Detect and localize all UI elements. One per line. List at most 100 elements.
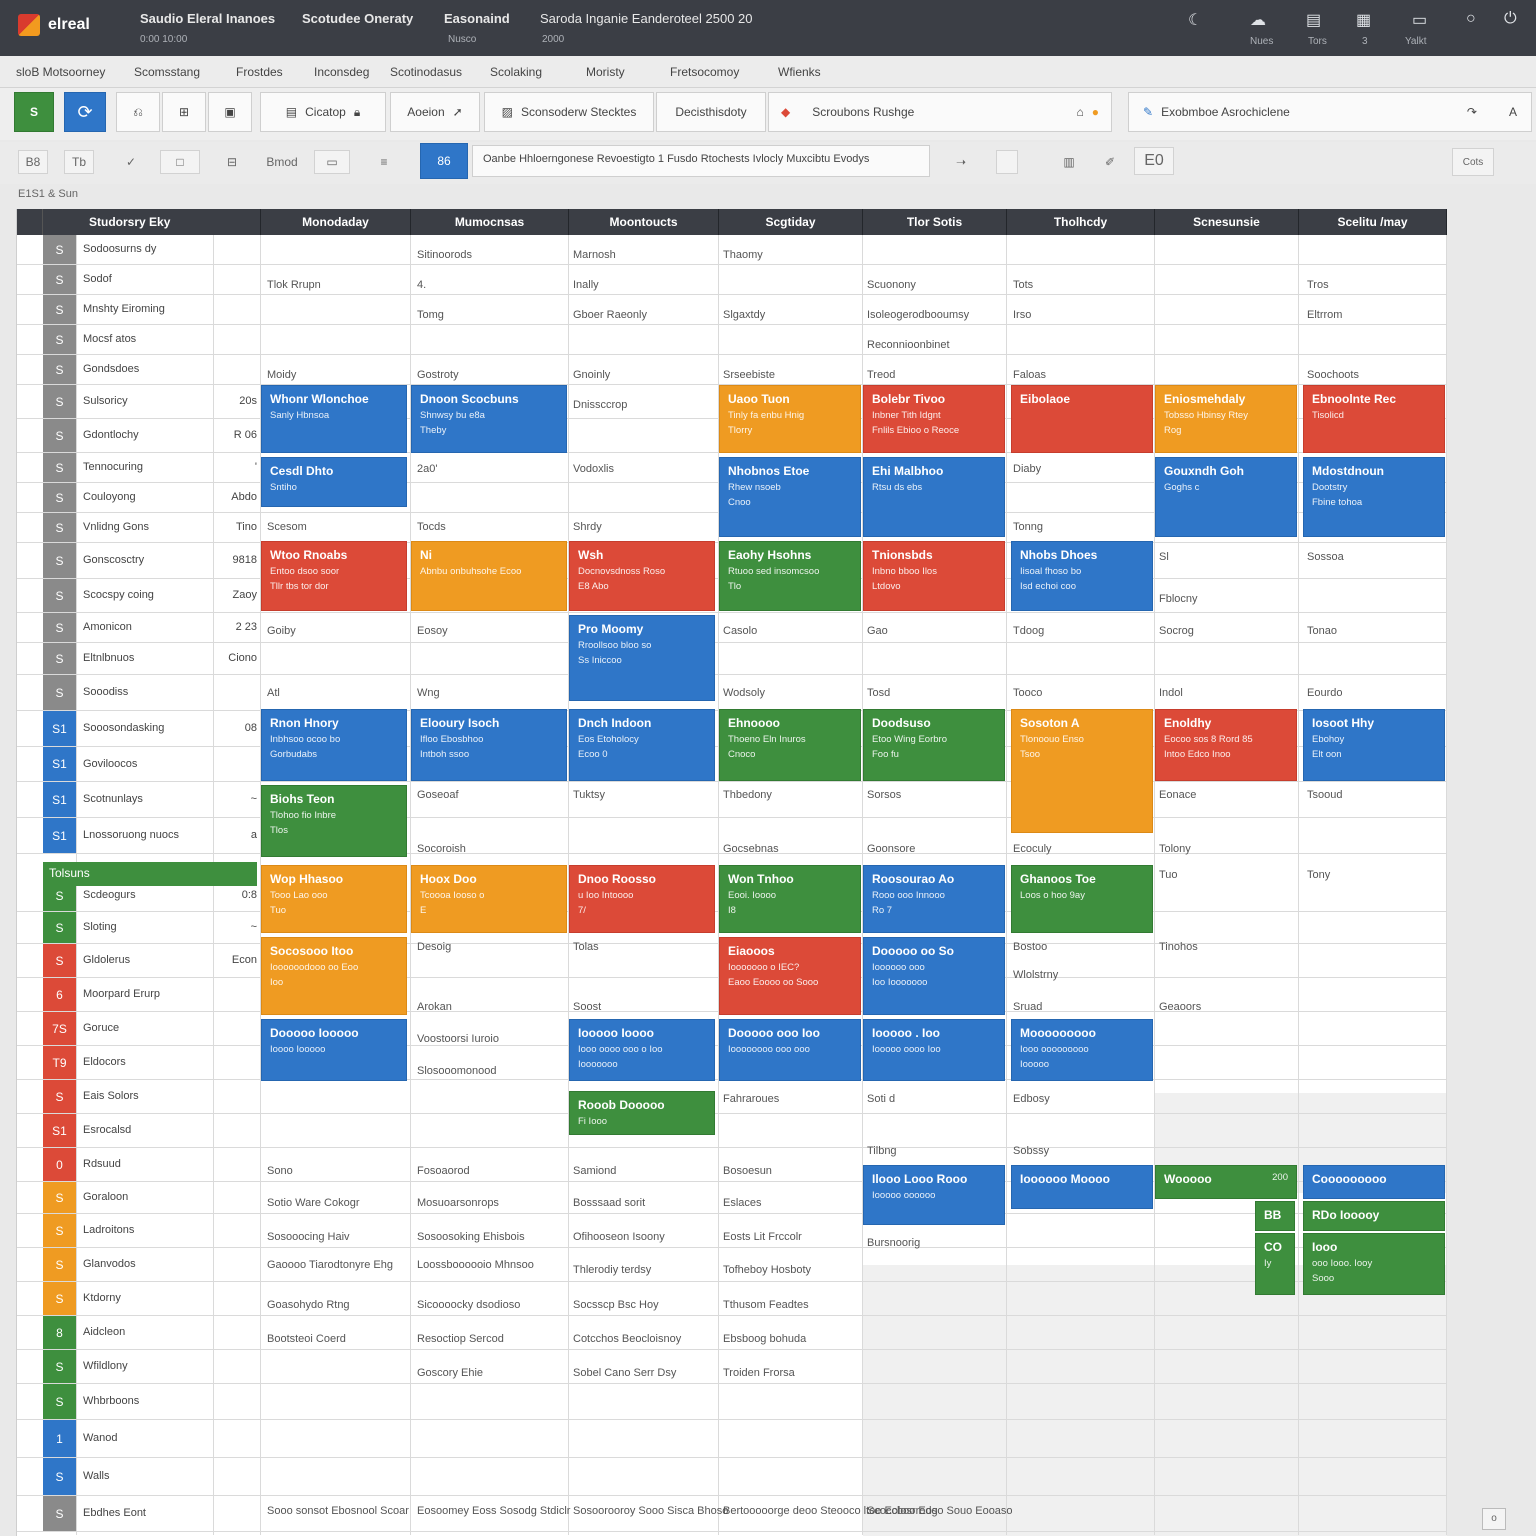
grid-cell[interactable]: Tolony xyxy=(1159,843,1191,855)
moon-icon[interactable]: ☾ xyxy=(1188,12,1203,29)
grid-cell[interactable]: Tonng xyxy=(1013,521,1043,533)
grid-cell[interactable]: Goseoaf xyxy=(417,789,459,801)
event-block[interactable]: Ehi Malbhoo Rtsu ds ebs xyxy=(863,457,1005,537)
grid-cell[interactable]: 4. xyxy=(417,279,427,291)
row-number[interactable]: S xyxy=(43,325,76,354)
event-block[interactable]: Dnch Indoon Eos Etoholocy Ecoo 0 xyxy=(569,709,715,781)
bold-button[interactable]: B8 xyxy=(18,150,48,174)
grid-cell[interactable]: Bosssaad sorit xyxy=(573,1197,646,1209)
row-number[interactable]: S xyxy=(43,880,76,911)
row-number[interactable]: S xyxy=(43,912,76,943)
row-number[interactable]: S xyxy=(43,643,76,674)
grid-cell[interactable]: Moidy xyxy=(267,369,297,381)
event-block[interactable]: Gouxndh Goh Goghs c xyxy=(1155,457,1297,537)
grid-cell[interactable]: Sono xyxy=(267,1165,293,1177)
menu-item-1[interactable]: sloB Motsoorney xyxy=(16,65,106,79)
column-header[interactable]: Scnesunsie xyxy=(1155,209,1299,235)
brush-icon[interactable]: ✐ xyxy=(1104,155,1116,169)
layout-icon[interactable]: ▦ xyxy=(1356,12,1372,29)
grid-cell[interactable]: Resoctiop Sercod xyxy=(417,1333,504,1345)
grid-cell[interactable]: Samiond xyxy=(573,1165,617,1177)
grid-cell[interactable]: 2a0' xyxy=(417,463,438,475)
menu-item-2[interactable]: Scomsstang xyxy=(134,65,201,79)
grid-cell[interactable]: Atl xyxy=(267,687,280,699)
grid-cell[interactable]: Wlolstrny xyxy=(1013,969,1059,981)
event-block[interactable]: RDo Iooooy xyxy=(1303,1201,1445,1231)
event-block[interactable]: Ebnoolnte Rec Tisolicd xyxy=(1303,385,1445,453)
sections-button[interactable]: ▨ Sconsoderw Stecktes xyxy=(484,92,654,132)
grid-cell[interactable]: Desoig xyxy=(417,941,452,953)
merge-icon[interactable]: ⊟ xyxy=(226,155,238,169)
event-block[interactable]: Wtoo Rnoabs Entoo dsoo soor Tllr tbs tor d… xyxy=(261,541,407,611)
event-block[interactable]: Doodsuso Etoo Wing Eorbro Foo fu xyxy=(863,709,1005,781)
grid-cell[interactable]: Sitinoorods xyxy=(417,249,473,261)
grid-cell[interactable]: Tlok Rrupn xyxy=(267,279,321,291)
grid-cell[interactable]: Tuo xyxy=(1159,869,1178,881)
row-number[interactable]: S1 xyxy=(43,818,76,853)
undo-icon[interactable]: ⎌ xyxy=(116,92,160,132)
row-number[interactable]: S xyxy=(43,265,76,294)
menu-item-4[interactable]: Inconsdeg xyxy=(314,65,370,79)
event-block[interactable]: Bolebr Tivoo Inbner Tith Idgnt Fnlils Ebio… xyxy=(863,385,1005,453)
grid-cell[interactable]: Srseebiste xyxy=(723,369,775,381)
grid-cell[interactable]: Sruad xyxy=(1013,1001,1043,1013)
grid-cell[interactable]: Casolo xyxy=(723,625,758,637)
grid-cell[interactable]: Loossboooooio Mhnsoo xyxy=(417,1259,534,1271)
grid-cell[interactable]: Tots xyxy=(1013,279,1034,291)
row-number[interactable]: S xyxy=(43,1080,76,1113)
grid-cell[interactable]: Goiby xyxy=(267,625,296,637)
row-number[interactable]: 1 xyxy=(43,1420,76,1457)
grid-cell[interactable]: Shrdy xyxy=(573,521,602,533)
grid-cell[interactable]: Tuktsy xyxy=(573,789,605,801)
event-block[interactable]: BB xyxy=(1255,1201,1295,1231)
grid-cell[interactable]: Goscory Ehie xyxy=(417,1367,484,1379)
grid-cell[interactable]: Sotio Ware Cokogr xyxy=(267,1197,360,1209)
cell-reference[interactable]: 86 xyxy=(420,143,468,179)
event-block[interactable]: Eibolaoe xyxy=(1011,385,1153,453)
event-block[interactable]: Biohs Teon Tlohoo fio Inbre Tlos xyxy=(261,785,407,857)
grid-cell[interactable]: Irso xyxy=(1013,309,1032,321)
grid-cell[interactable]: Tros xyxy=(1307,279,1329,291)
grid-cell[interactable]: Sicoooocky dsodioso xyxy=(417,1299,521,1311)
event-block[interactable]: Ioooooo Moooo xyxy=(1011,1165,1153,1209)
border-button[interactable]: Bmod xyxy=(266,155,298,169)
event-block[interactable]: Wooooo 200 xyxy=(1155,1165,1297,1199)
event-block[interactable]: Socosooo Itoo Ioooooodooo oo Eoo Ioo xyxy=(261,937,407,1015)
tab-4[interactable]: Saroda Inganie Eanderoteel 2500 20 xyxy=(540,11,753,26)
event-block[interactable]: Ni Abnbu onbuhsohe Ecoo xyxy=(411,541,567,611)
grid-cell[interactable]: Eonace xyxy=(1159,789,1197,801)
row-number[interactable]: S xyxy=(43,1350,76,1383)
row-number[interactable]: S xyxy=(43,1182,76,1213)
menu-item-9[interactable]: Wfienks xyxy=(778,65,821,79)
grid-cell[interactable]: Isoleogerodbooumsy xyxy=(867,309,970,321)
event-block[interactable]: Dooooo ooo Ioo Ioooooooo ooo ooo xyxy=(719,1019,861,1081)
event-block[interactable]: Sosoton A Tlonoouo Enso Tsoo xyxy=(1011,709,1153,833)
grid-cell[interactable]: Sooo sonsot Ebosnool Scoar xyxy=(267,1505,409,1517)
new-sheet-button[interactable]: S xyxy=(14,92,54,132)
tab-3[interactable]: Easonaind xyxy=(444,11,510,26)
grid-cell[interactable]: Socoroish xyxy=(417,843,466,855)
event-block[interactable]: Nhobs Dhoes Iisoal fhoso bo Isd echoi coo xyxy=(1011,541,1153,611)
grid-cell[interactable]: Eslaces xyxy=(723,1197,762,1209)
cloud-icon[interactable]: ☁ xyxy=(1250,12,1266,29)
grid-cell[interactable]: Gocsebnas xyxy=(723,843,779,855)
event-block[interactable]: Dnoon Scocbuns Shnwsy bu e8a Theby xyxy=(411,385,567,453)
row-number[interactable]: S xyxy=(43,419,76,452)
row-number[interactable]: S1 xyxy=(43,747,76,781)
event-block[interactable]: Dooooo oo So Ioooooo ooo Ioo Iooooooo xyxy=(863,937,1005,1015)
event-block[interactable]: Cooooooooo xyxy=(1303,1165,1445,1199)
grid-cell[interactable]: Thbedony xyxy=(723,789,772,801)
event-block[interactable]: Mdostdnoun Dootstry Fbine tohoa xyxy=(1303,457,1445,537)
grid-cell[interactable]: Sosooocing Haiv xyxy=(267,1231,350,1243)
grid-cell[interactable]: Reconnioonbinet xyxy=(867,339,950,351)
event-block[interactable]: Nhobnos Etoe Rhew nsoeb Cnoo xyxy=(719,457,861,537)
row-number[interactable]: S xyxy=(43,1384,76,1419)
formula-input[interactable]: Oanbe Hhloerngonese Revoestigto 1 Fusdo … xyxy=(472,145,930,177)
grid-cell[interactable]: Tinohos xyxy=(1159,941,1198,953)
grid-cell[interactable]: Socsscp Bsc Hoy xyxy=(573,1299,659,1311)
grid-cell[interactable]: Gnoinly xyxy=(573,369,611,381)
grid-cell[interactable]: Vodoxlis xyxy=(573,463,614,475)
grid-cell[interactable]: Sl xyxy=(1159,551,1169,563)
column-header[interactable]: Scgtiday xyxy=(719,209,863,235)
align-icon[interactable]: ≡ xyxy=(380,155,388,169)
